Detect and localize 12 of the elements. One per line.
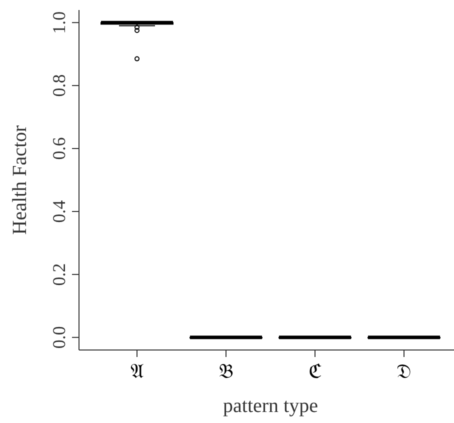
y-tick-label: 0.6 bbox=[49, 137, 69, 160]
x-tick-label: 𝔅 bbox=[219, 361, 233, 383]
x-tick-label: ℭ bbox=[308, 361, 322, 383]
y-tick-label: 1.0 bbox=[49, 11, 69, 34]
y-tick-label: 0.2 bbox=[49, 263, 69, 286]
y-axis-title: Health Factor bbox=[9, 124, 31, 235]
y-tick-label: 0.0 bbox=[49, 326, 69, 349]
x-tick-label: 𝔄 bbox=[130, 361, 144, 383]
y-tick-label: 0.8 bbox=[49, 74, 69, 97]
x-tick-label: 𝔇 bbox=[396, 361, 412, 383]
x-axis-title: pattern type bbox=[223, 395, 318, 417]
y-tick-label: 0.4 bbox=[49, 200, 69, 223]
